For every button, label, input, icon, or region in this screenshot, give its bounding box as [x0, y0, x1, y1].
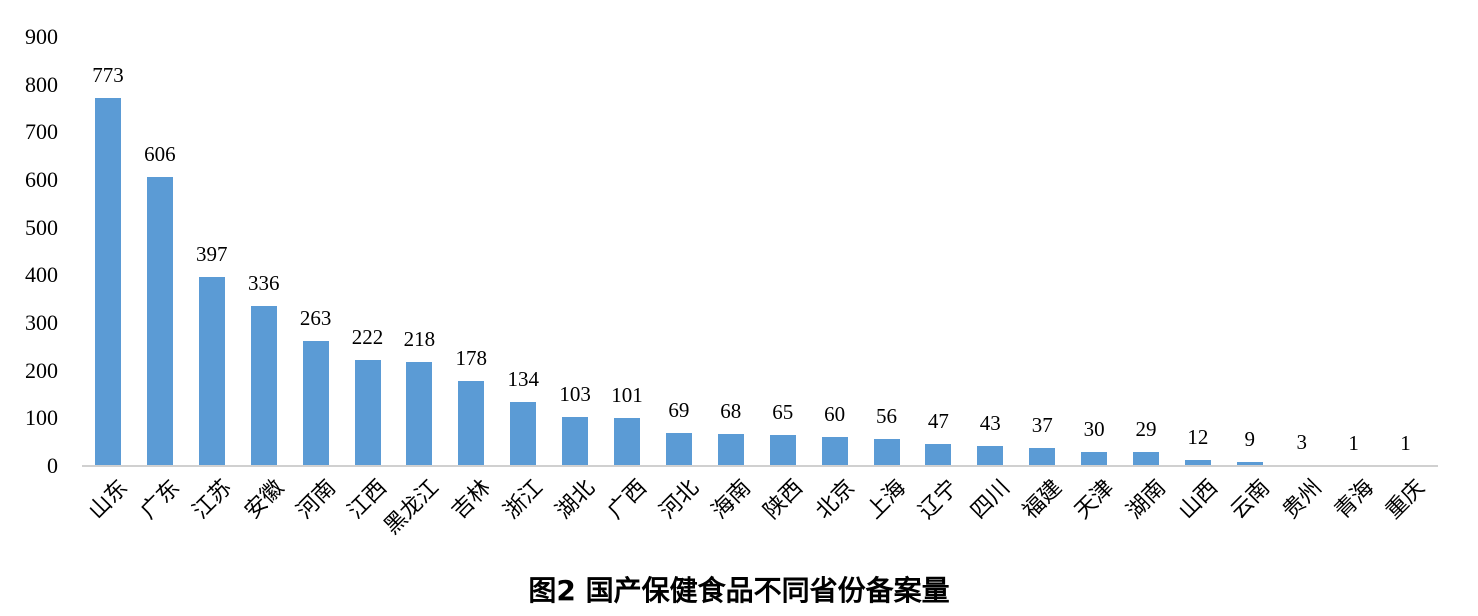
x-tick-label: 上海 — [861, 474, 911, 524]
bar-22 — [1236, 461, 1263, 466]
data-label: 1 — [1348, 430, 1359, 455]
x-tick-label: 云南 — [1225, 474, 1275, 524]
y-tick-label: 600 — [25, 167, 58, 192]
x-tick-label: 重庆 — [1380, 474, 1430, 524]
x-tick-label: 安徽 — [239, 474, 288, 524]
bar-16 — [925, 443, 952, 466]
data-label: 68 — [720, 398, 742, 423]
bar-7 — [458, 381, 485, 466]
x-tick-label: 浙江 — [498, 474, 548, 524]
bar-13 — [769, 435, 796, 466]
x-tick-label: 河南 — [291, 474, 340, 524]
bar-3 — [250, 305, 277, 466]
data-label: 103 — [559, 381, 591, 406]
data-label: 101 — [611, 382, 643, 407]
data-label: 1 — [1400, 430, 1411, 455]
data-label: 773 — [92, 62, 124, 87]
data-label: 30 — [1083, 416, 1105, 441]
y-tick-label: 200 — [25, 357, 58, 383]
x-tick-label: 天津 — [1069, 474, 1119, 524]
bar-1 — [146, 177, 173, 466]
data-label: 336 — [247, 270, 280, 295]
bar-14 — [821, 437, 848, 466]
bar-8 — [510, 402, 537, 466]
y-tick-label: 700 — [25, 119, 58, 145]
data-label: 69 — [668, 398, 690, 423]
x-tick-label: 山西 — [1173, 474, 1223, 524]
x-tick-label: 湖南 — [1121, 474, 1171, 524]
x-axis-line — [82, 465, 1438, 467]
data-label: 37 — [1031, 413, 1053, 438]
y-tick-label: 300 — [25, 310, 58, 335]
chart-title: 图2 国产保健食品不同省份备案量 — [528, 574, 950, 607]
data-label: 12 — [1187, 425, 1209, 450]
x-tick-label: 四川 — [965, 474, 1015, 524]
bar-21 — [1184, 460, 1211, 466]
bar-6 — [406, 362, 433, 466]
x-tick-label: 黑龙江 — [379, 474, 444, 539]
data-label: 134 — [507, 367, 539, 392]
data-label: 60 — [824, 402, 846, 427]
x-tick-label: 陕西 — [758, 474, 807, 524]
x-tick-label: 海南 — [706, 474, 756, 524]
bar-4 — [302, 340, 329, 466]
bar-18 — [1029, 448, 1056, 466]
data-label: 43 — [979, 410, 1001, 435]
y-tick-label: 800 — [25, 71, 58, 97]
data-label: 218 — [403, 327, 436, 352]
x-tick-label: 河北 — [654, 474, 704, 524]
y-tick-label: 0 — [47, 453, 58, 478]
x-tick-label: 江苏 — [187, 474, 237, 524]
data-label: 3 — [1296, 429, 1307, 454]
x-tick-label: 广西 — [602, 474, 652, 524]
bar-17 — [977, 445, 1004, 466]
x-tick-label: 青海 — [1329, 474, 1378, 524]
bar-0 — [95, 97, 121, 466]
bar-2 — [198, 276, 225, 466]
data-label: 606 — [144, 142, 176, 167]
bar-12 — [717, 433, 744, 466]
bar-15 — [873, 439, 900, 466]
data-label: 222 — [351, 325, 384, 350]
bar-9 — [562, 416, 589, 466]
x-tick-label: 广东 — [135, 474, 185, 524]
bar-10 — [614, 417, 640, 466]
y-tick-label: 500 — [25, 214, 58, 240]
y-tick-label: 400 — [25, 262, 58, 288]
x-tick-label: 湖北 — [550, 474, 600, 524]
x-tick-label: 北京 — [810, 474, 859, 524]
bar-11 — [665, 433, 692, 466]
bar-19 — [1081, 451, 1108, 466]
data-label: 56 — [876, 404, 897, 429]
x-tick-label: 吉林 — [446, 474, 496, 524]
x-tick-label: 山东 — [83, 474, 133, 524]
y-tick-label: 100 — [25, 405, 58, 431]
data-label: 65 — [772, 400, 794, 425]
x-tick-label: 贵州 — [1277, 474, 1326, 524]
data-label: 397 — [196, 241, 228, 266]
data-label: 178 — [455, 346, 488, 371]
data-label: 263 — [299, 305, 332, 330]
bar-5 — [354, 360, 381, 466]
x-tick-label: 福建 — [1017, 474, 1067, 524]
x-tick-label: 辽宁 — [913, 474, 963, 524]
data-label: 47 — [927, 408, 949, 433]
data-label: 9 — [1244, 426, 1256, 451]
y-tick-label: 900 — [25, 24, 58, 49]
data-label: 29 — [1135, 417, 1157, 442]
bar-20 — [1133, 452, 1159, 466]
